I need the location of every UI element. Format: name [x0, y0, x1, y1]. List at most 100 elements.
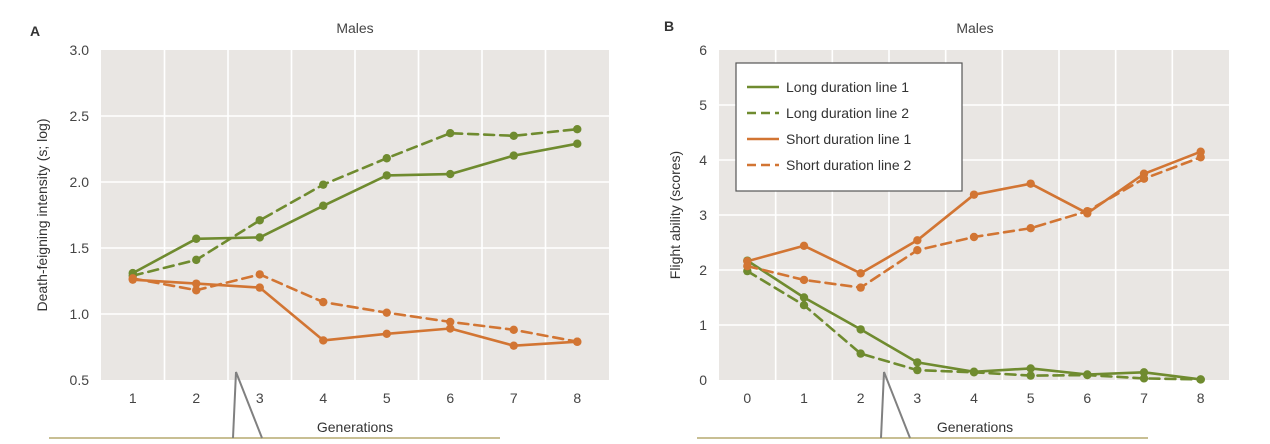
panel-b-point-short-line-2 [1139, 174, 1149, 183]
panel-b-point-long-line-1 [1139, 368, 1149, 377]
panel-b-point-short-line-2 [1026, 224, 1035, 233]
panel-b-y-tick-label: 5 [699, 97, 707, 113]
panel-b-point-short-line-2 [856, 283, 865, 292]
panel-a-callout [49, 371, 500, 439]
panel-b-legend: Long duration line 1 Long duration line … [735, 62, 963, 192]
panel-a-point-short-line-2 [509, 325, 518, 335]
panel-b-point-short-line-2 [913, 246, 922, 255]
panel-b: 0 1 2 3 4 5 6 7 8 0 1 2 3 4 5 6 B Males Generations Fli… [664, 18, 1229, 439]
panel-b-y-tick-label: 2 [699, 262, 707, 278]
panel-a-point-long-line-2 [192, 255, 201, 265]
panel-a-point-short-line-1 [509, 341, 518, 350]
panel-b-x-tick-label: 1 [800, 390, 808, 406]
legend-label-long-line-2: Long duration line 2 [786, 105, 909, 121]
panel-b-point-long-line-2 [1083, 370, 1092, 380]
panel-b-gridlines [719, 50, 1229, 380]
panel-a-point-long-line-1 [382, 171, 391, 180]
panel-b-x-tick-label: 2 [857, 390, 865, 406]
panel-a-series-long-line-1 [131, 142, 579, 275]
panel-a-y-tick-label: 2.5 [70, 108, 90, 124]
panel-a-point-long-line-1 [255, 233, 264, 242]
panel-b-x-tick-label: 4 [970, 390, 978, 406]
panel-b-x-tick-label: 6 [1083, 390, 1091, 406]
panel-a-callout-pointer [232, 371, 263, 439]
panel-b-tick-labels: 0 1 2 3 4 5 6 7 8 0 1 2 3 4 5 6 [699, 42, 1205, 406]
panel-b-point-short-line-1 [856, 269, 865, 278]
panel-a-series-short-line-2 [131, 273, 579, 344]
panel-a-y-axis-label: Death-feigning intensity (s; log) [34, 119, 50, 312]
panel-a-series-short-line-1 [131, 278, 579, 348]
panel-a-point-short-line-1 [446, 324, 455, 333]
panel-b-point-long-line-2 [856, 349, 865, 358]
panel-b-point-long-line-2 [913, 365, 922, 375]
panel-a-point-long-line-2 [509, 131, 518, 140]
panel-a-tick-labels: 1 2 3 4 5 6 7 8 0.5 1.0 1.5 2.0 2.5 3.0 [70, 42, 582, 406]
panel-b-y-tick-label: 1 [699, 317, 707, 333]
panel-b-point-long-line-2 [799, 301, 809, 310]
panel-a-series-long-line-2 [131, 127, 579, 278]
panel-b-point-long-line-2 [1139, 374, 1149, 383]
panel-b-point-long-line-1 [913, 358, 922, 367]
panel-a-point-long-line-1 [192, 234, 201, 243]
panel-a-point-long-line-1 [446, 169, 455, 179]
panel-a-x-tick-label: 3 [256, 390, 264, 406]
panel-b-x-tick-label: 5 [1027, 390, 1035, 406]
panel-b-x-tick-label: 3 [913, 390, 921, 406]
legend-label-long-line-1: Long duration line 1 [786, 79, 909, 95]
panel-a-title: Males [336, 20, 373, 36]
panel-a-point-short-line-2 [192, 286, 201, 295]
panel-b-y-tick-label: 3 [699, 207, 707, 223]
panel-a-label: A [30, 23, 40, 39]
panel-b-point-long-line-1 [799, 293, 809, 302]
panel-a-y-tick-label: 2.0 [70, 174, 90, 190]
legend-label-short-line-1: Short duration line 1 [786, 131, 912, 147]
panel-b-point-long-line-1 [1026, 364, 1035, 373]
panel-b-y-tick-label: 6 [699, 42, 707, 58]
panel-a-point-long-line-2 [446, 128, 455, 138]
panel-b-point-short-line-1 [1026, 179, 1035, 188]
panel-a-x-axis-label: Generations [317, 419, 393, 435]
legend-label-short-line-2: Short duration line 2 [786, 157, 912, 173]
panel-a-x-tick-label: 2 [192, 390, 200, 406]
panel-a-point-long-line-1 [573, 139, 582, 148]
panel-b-point-short-line-1 [913, 236, 922, 245]
panel-a-point-short-line-1 [382, 329, 391, 338]
panel-b-point-short-line-2 [1083, 206, 1092, 216]
panel-a-point-short-line-2 [382, 308, 391, 317]
panel-b-y-tick-label: 4 [699, 152, 707, 168]
panel-a-point-short-line-1 [255, 283, 264, 292]
panel-b-point-short-line-1 [969, 190, 979, 199]
panel-b-point-long-line-2 [1196, 375, 1205, 384]
panel-a-x-tick-label: 1 [129, 390, 137, 406]
panel-b-title: Males [956, 20, 993, 36]
panel-a-y-tick-label: 1.0 [70, 306, 90, 322]
panel-b-x-tick-label: 0 [743, 390, 751, 406]
panel-b-point-long-line-1 [856, 325, 865, 334]
panel-b-point-short-line-2 [799, 275, 809, 285]
panel-a-y-tick-label: 0.5 [70, 372, 90, 388]
panel-a-point-long-line-2 [319, 180, 328, 189]
panel-a-point-long-line-1 [319, 201, 328, 210]
panel-b-callout [697, 371, 1148, 439]
panel-b-point-short-line-2 [743, 261, 752, 271]
panel-a: 1 2 3 4 5 6 7 8 0.5 1.0 1.5 2.0 2.5 3.0 A Males Gener… [30, 20, 609, 439]
panel-b-point-short-line-1 [799, 241, 809, 250]
panel-a-point-short-line-1 [319, 336, 328, 345]
panel-a-point-long-line-2 [255, 216, 264, 225]
panel-b-point-long-line-2 [969, 368, 979, 377]
panel-a-point-short-line-2 [255, 270, 264, 279]
panel-b-point-short-line-2 [1196, 153, 1205, 162]
panel-a-x-tick-label: 5 [383, 390, 391, 406]
panel-b-point-long-line-2 [1026, 371, 1035, 380]
panel-a-point-short-line-2 [446, 317, 455, 327]
panel-a-gridlines [101, 50, 609, 380]
panel-a-point-long-line-1 [509, 151, 518, 160]
legend-box [735, 62, 963, 192]
panel-b-point-short-line-2 [969, 232, 979, 242]
panel-b-y-tick-label: 0 [699, 372, 707, 388]
panel-a-point-short-line-2 [573, 337, 582, 346]
panel-a-y-tick-label: 3.0 [70, 42, 90, 58]
panel-a-point-short-line-2 [128, 274, 137, 283]
panel-a-x-tick-label: 8 [573, 390, 581, 406]
